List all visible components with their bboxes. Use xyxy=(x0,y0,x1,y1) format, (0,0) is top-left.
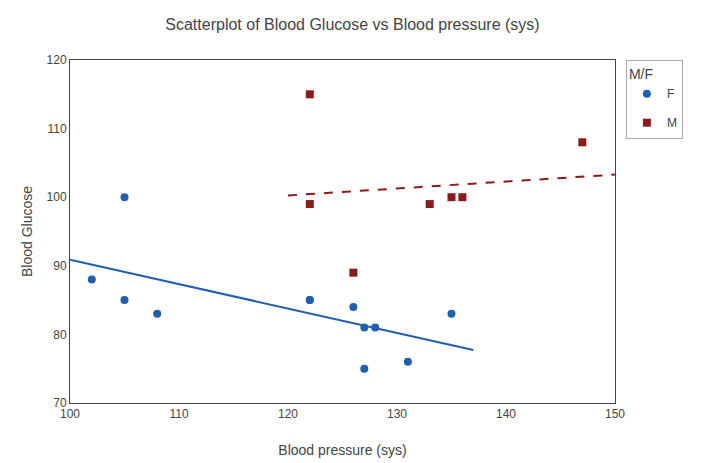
svg-text:Blood pressure (sys): Blood pressure (sys) xyxy=(278,442,406,458)
svg-text:120: 120 xyxy=(47,53,67,67)
svg-text:110: 110 xyxy=(169,407,188,421)
svg-text:140: 140 xyxy=(496,407,516,421)
svg-text:Blood Glucose: Blood Glucose xyxy=(19,186,35,277)
svg-text:130: 130 xyxy=(387,407,407,421)
svg-text:70: 70 xyxy=(53,396,67,410)
svg-text:100: 100 xyxy=(47,190,67,204)
svg-text:110: 110 xyxy=(47,122,66,136)
svg-text:100: 100 xyxy=(60,407,80,421)
svg-text:150: 150 xyxy=(605,407,625,421)
svg-text:F: F xyxy=(667,87,674,101)
svg-text:90: 90 xyxy=(53,259,67,273)
svg-text:M/F: M/F xyxy=(629,66,653,82)
svg-text:80: 80 xyxy=(53,328,67,342)
svg-text:Scatterplot of Blood Glucose v: Scatterplot of Blood Glucose vs Blood pr… xyxy=(165,16,539,33)
svg-text:M: M xyxy=(667,116,677,130)
svg-text:120: 120 xyxy=(278,407,298,421)
